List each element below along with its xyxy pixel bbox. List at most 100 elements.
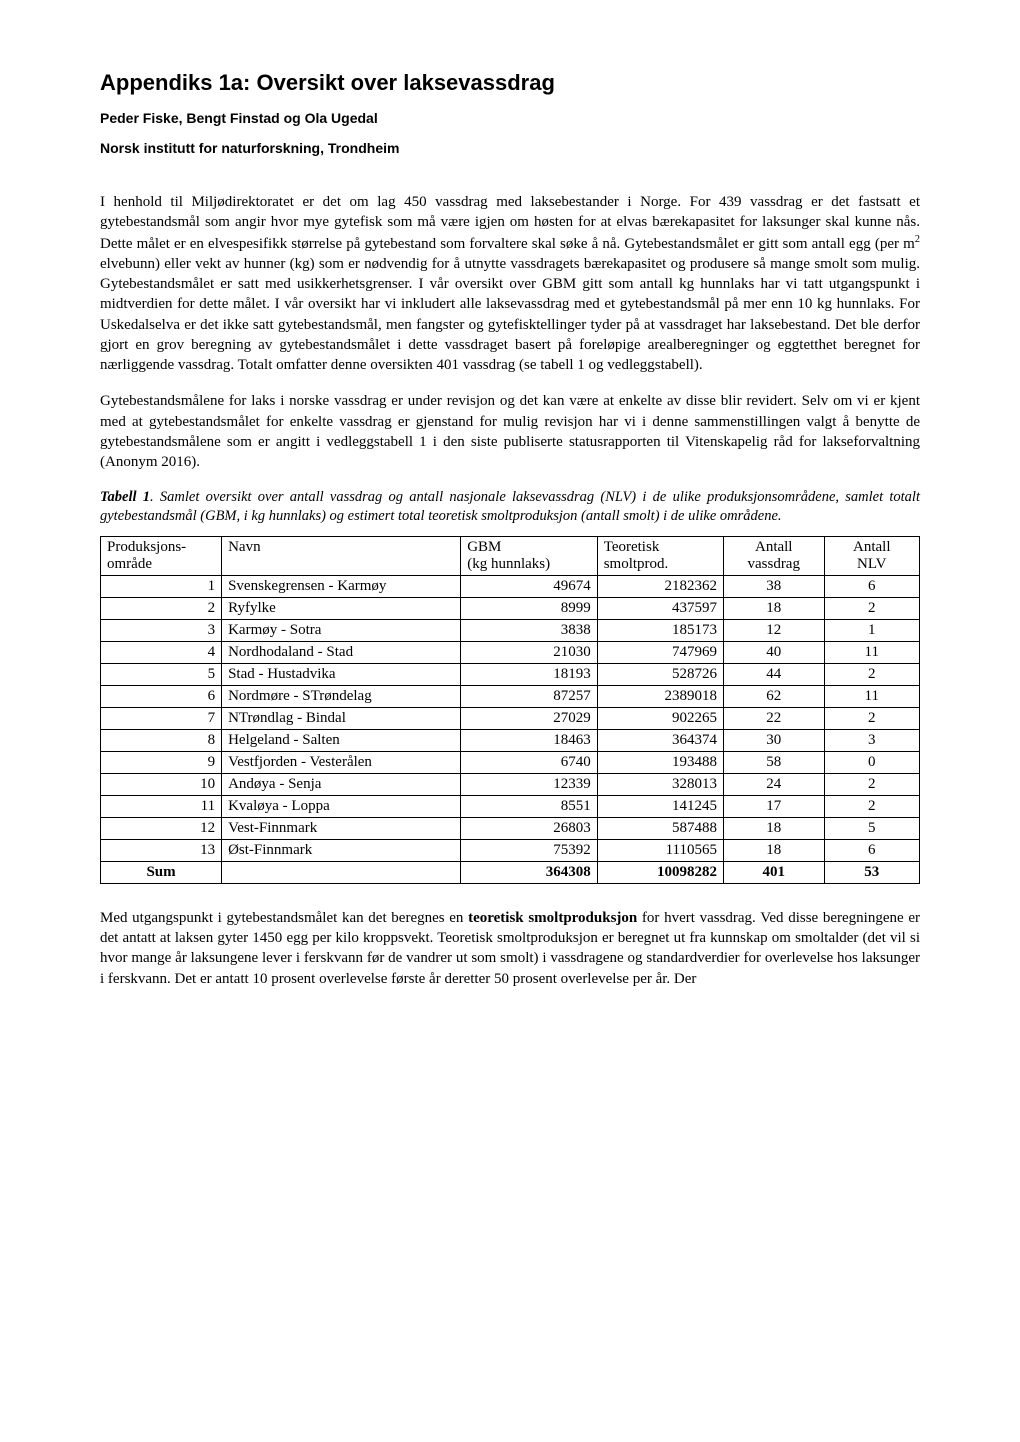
header-line2: smoltprod. <box>604 556 717 573</box>
table-cell: Øst-Finnmark <box>222 839 461 861</box>
table-cell: 437597 <box>597 597 723 619</box>
table-cell: 2389018 <box>597 685 723 707</box>
table-cell: 13 <box>101 839 222 861</box>
table-cell: 30 <box>723 729 824 751</box>
table-cell: 0 <box>824 751 919 773</box>
table-row: 11Kvaløya - Loppa8551141245172 <box>101 795 920 817</box>
table-cell: 18 <box>723 817 824 839</box>
table-caption: Tabell 1. Samlet oversikt over antall va… <box>100 488 920 526</box>
table-cell: 7 <box>101 707 222 729</box>
paragraph-1: I henhold til Miljødirektoratet er det o… <box>100 192 920 375</box>
table-cell: Nordmøre - STrøndelag <box>222 685 461 707</box>
table-cell: 528726 <box>597 663 723 685</box>
paragraph-3: Med utgangspunkt i gytebestandsmålet kan… <box>100 908 920 989</box>
table-cell: 38 <box>723 575 824 597</box>
table-sum-cell: 53 <box>824 861 919 883</box>
table-cell: 27029 <box>461 707 598 729</box>
table-cell: 6 <box>824 575 919 597</box>
table-header-cell: AntallNLV <box>824 536 919 575</box>
table-cell: 3 <box>101 619 222 641</box>
table-cell: 22 <box>723 707 824 729</box>
header-line2: (kg hunnlaks) <box>467 556 591 573</box>
table-cell: Stad - Hustadvika <box>222 663 461 685</box>
table-cell: Helgeland - Salten <box>222 729 461 751</box>
table-row: 1Svenskegrensen - Karmøy496742182362386 <box>101 575 920 597</box>
table-cell: Nordhodaland - Stad <box>222 641 461 663</box>
table-header-cell: GBM(kg hunnlaks) <box>461 536 598 575</box>
table-head: Produksjons-områdeNavnGBM(kg hunnlaks)Te… <box>101 536 920 575</box>
table-cell: Ryfylke <box>222 597 461 619</box>
table-header-cell: Produksjons-område <box>101 536 222 575</box>
table-row: 9Vestfjorden - Vesterålen6740193488580 <box>101 751 920 773</box>
header-line1: Teoretisk <box>604 539 717 556</box>
table-cell: 18463 <box>461 729 598 751</box>
authors-line: Peder Fiske, Bengt Finstad og Ola Ugedal <box>100 110 920 126</box>
table-cell: 193488 <box>597 751 723 773</box>
table-cell: 8999 <box>461 597 598 619</box>
table-cell: 49674 <box>461 575 598 597</box>
table-cell: 185173 <box>597 619 723 641</box>
header-line1: Antall <box>730 539 818 556</box>
table-header-cell: Teoretisksmoltprod. <box>597 536 723 575</box>
table-cell: 12339 <box>461 773 598 795</box>
table-header-cell: Antallvassdrag <box>723 536 824 575</box>
table-cell: 11 <box>824 641 919 663</box>
table-cell: 40 <box>723 641 824 663</box>
table-cell: 2 <box>824 795 919 817</box>
table-cell: 18 <box>723 839 824 861</box>
table-cell: 12 <box>723 619 824 641</box>
table-cell: 18 <box>723 597 824 619</box>
document-page: Appendiks 1a: Oversikt over laksevassdra… <box>0 0 1020 1085</box>
table-cell: 5 <box>101 663 222 685</box>
table-row: 13Øst-Finnmark753921110565186 <box>101 839 920 861</box>
table-caption-label: Tabell 1 <box>100 489 150 505</box>
table-cell: 328013 <box>597 773 723 795</box>
table-cell: Andøya - Senja <box>222 773 461 795</box>
table-row: 5Stad - Hustadvika18193528726442 <box>101 663 920 685</box>
table-cell: 2 <box>824 597 919 619</box>
table-sum-cell: Sum <box>101 861 222 883</box>
table-cell: 6740 <box>461 751 598 773</box>
table-cell: 44 <box>723 663 824 685</box>
table-cell: 24 <box>723 773 824 795</box>
table-row: 4Nordhodaland - Stad210307479694011 <box>101 641 920 663</box>
table-sum-cell: 364308 <box>461 861 598 883</box>
header-line1: Navn <box>228 539 454 556</box>
table-cell: 8 <box>101 729 222 751</box>
table-cell: 1 <box>101 575 222 597</box>
table-cell: Vest-Finnmark <box>222 817 461 839</box>
table-sum-cell: 10098282 <box>597 861 723 883</box>
table-cell: NTrøndlag - Bindal <box>222 707 461 729</box>
table-row: 7NTrøndlag - Bindal27029902265222 <box>101 707 920 729</box>
table-row: 2Ryfylke8999437597182 <box>101 597 920 619</box>
table-cell: 62 <box>723 685 824 707</box>
table-cell: 1 <box>824 619 919 641</box>
para3-part-a: Med utgangspunkt i gytebestandsmålet kan… <box>100 910 468 926</box>
table-cell: 18193 <box>461 663 598 685</box>
table-cell: 3838 <box>461 619 598 641</box>
table-row: 10Andøya - Senja12339328013242 <box>101 773 920 795</box>
table-cell: 12 <box>101 817 222 839</box>
table-cell: 6 <box>101 685 222 707</box>
table-header-cell: Navn <box>222 536 461 575</box>
table-header-row: Produksjons-områdeNavnGBM(kg hunnlaks)Te… <box>101 536 920 575</box>
table-cell: 8551 <box>461 795 598 817</box>
table-row: 8Helgeland - Salten18463364374303 <box>101 729 920 751</box>
table-cell: 587488 <box>597 817 723 839</box>
table-sum-row: Sum3643081009828240153 <box>101 861 920 883</box>
para1-part-b: elvebunn) eller vekt av hunner (kg) som … <box>100 256 920 373</box>
table-cell: 5 <box>824 817 919 839</box>
table-cell: 2182362 <box>597 575 723 597</box>
data-table: Produksjons-områdeNavnGBM(kg hunnlaks)Te… <box>100 536 920 884</box>
table-cell: 3 <box>824 729 919 751</box>
table-cell: Vestfjorden - Vesterålen <box>222 751 461 773</box>
table-sum-cell <box>222 861 461 883</box>
table-cell: 902265 <box>597 707 723 729</box>
para1-part-a: I henhold til Miljødirektoratet er det o… <box>100 194 920 252</box>
table-cell: 26803 <box>461 817 598 839</box>
table-cell: 2 <box>824 773 919 795</box>
table-row: 3Karmøy - Sotra3838185173121 <box>101 619 920 641</box>
table-cell: 2 <box>824 663 919 685</box>
table-cell: 10 <box>101 773 222 795</box>
table-cell: Karmøy - Sotra <box>222 619 461 641</box>
